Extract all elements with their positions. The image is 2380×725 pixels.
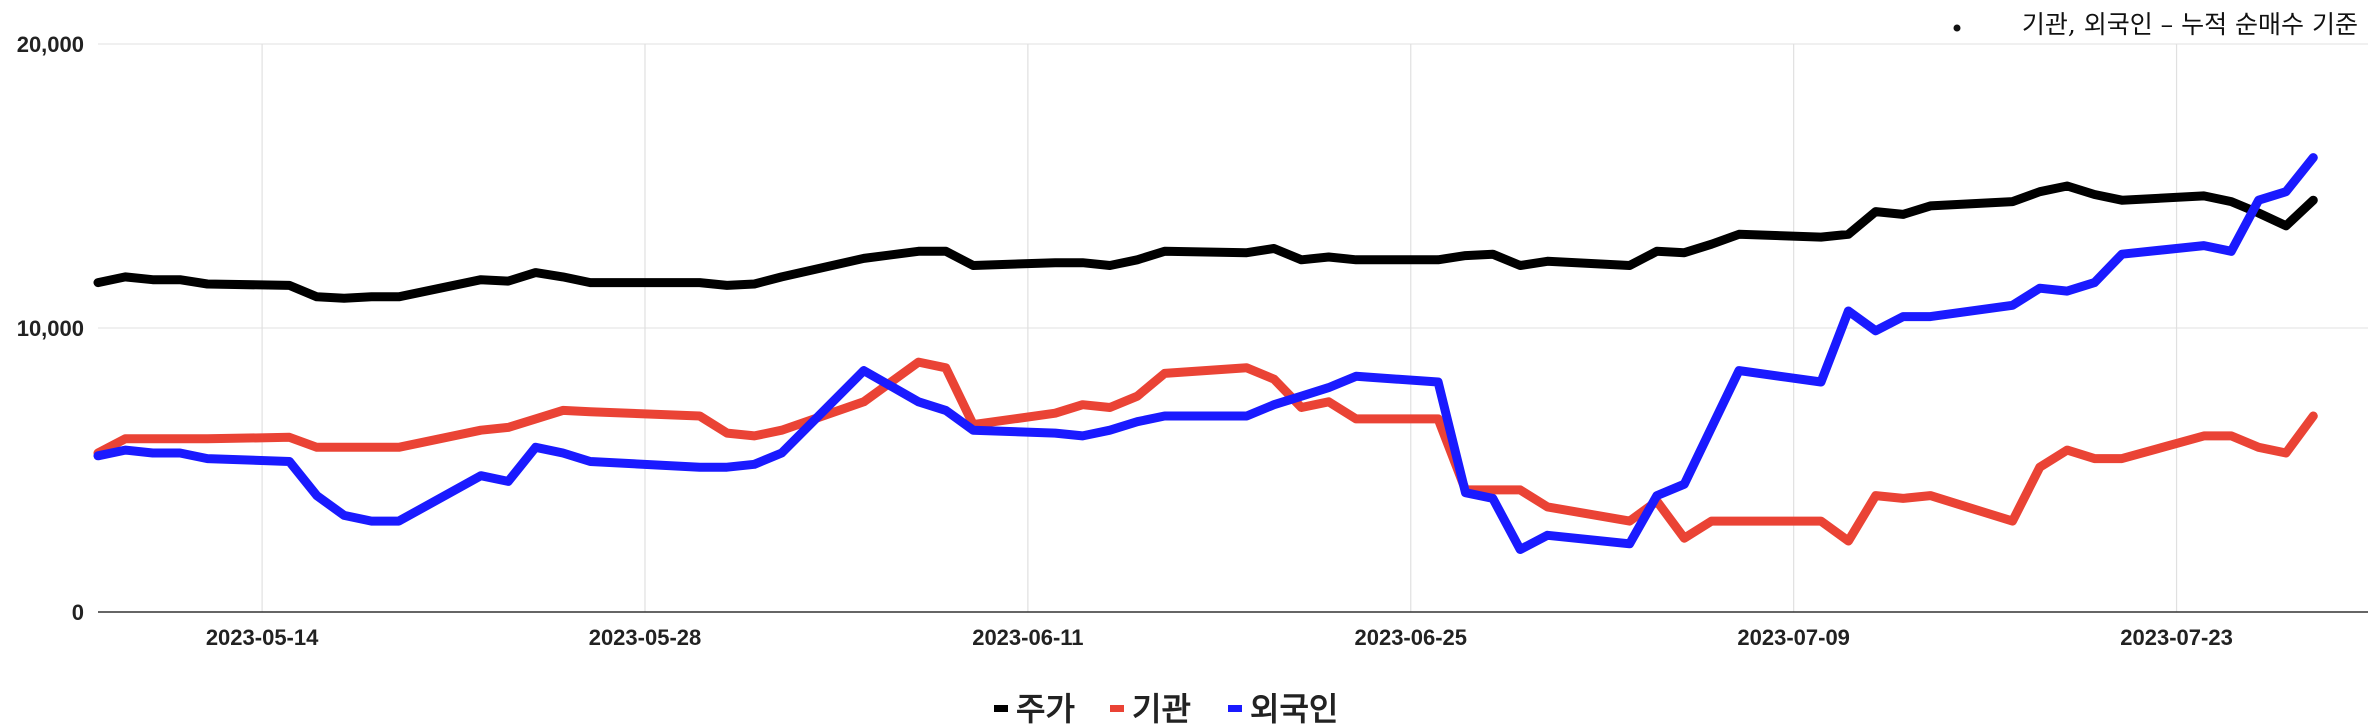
x-tick-label: 2023-07-09 bbox=[1737, 625, 1850, 650]
series-line-0 bbox=[93, 181, 2318, 303]
x-tick-label: 2023-05-14 bbox=[206, 625, 319, 650]
grid-lines bbox=[98, 43, 2368, 612]
x-tick-label: 2023-07-23 bbox=[2120, 625, 2233, 650]
legend-label-0: 주가 bbox=[1016, 690, 1075, 725]
annotation: 기관, 외국인 – 누적 순매수 기준 bbox=[1953, 10, 2358, 39]
x-tick-label: 2023-05-28 bbox=[589, 625, 702, 650]
legend-label-1: 기관 bbox=[1132, 690, 1191, 725]
axes: 0 10,000 20,000 2023-05-14 2023-05-28 2023-06… bbox=[17, 32, 2368, 650]
x-tick-label: 2023-06-11 bbox=[972, 625, 1083, 650]
y-tick-label: 0 bbox=[72, 600, 84, 625]
legend-label-2: 외국인 bbox=[1250, 690, 1338, 725]
series-lines bbox=[93, 153, 2318, 554]
series-line-2 bbox=[93, 153, 2318, 554]
annotation-text: 기관, 외국인 – 누적 순매수 기준 bbox=[2022, 10, 2358, 39]
legend-swatch-2 bbox=[1228, 705, 1242, 712]
y-tick-label: 20,000 bbox=[17, 32, 84, 57]
series-line-1 bbox=[93, 357, 2318, 546]
legend-swatch-1 bbox=[1110, 705, 1124, 712]
legend-swatch-0 bbox=[994, 705, 1008, 712]
y-tick-label: 10,000 bbox=[17, 316, 84, 341]
x-tick-label: 2023-06-25 bbox=[1354, 625, 1467, 650]
legend: 주가 기관 외국인 bbox=[994, 690, 1338, 725]
annotation-bullet bbox=[1953, 24, 1961, 32]
